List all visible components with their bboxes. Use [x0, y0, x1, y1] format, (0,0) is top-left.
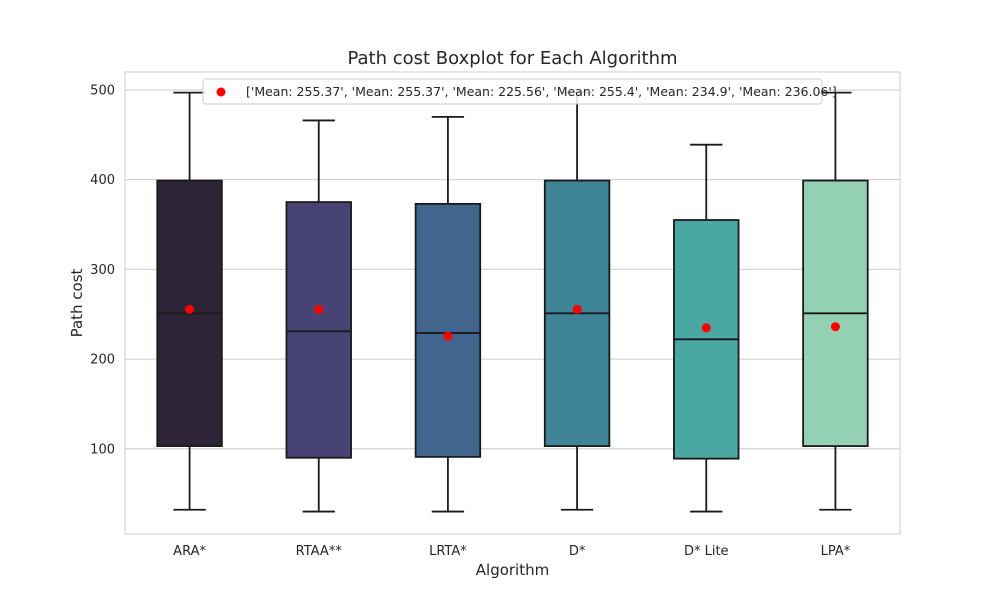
- box-1: [156, 91, 223, 511]
- legend-box: [202, 78, 823, 105]
- y-tick-label: 400: [90, 173, 115, 188]
- x-tick-label: D*: [569, 544, 586, 559]
- mean-marker: [830, 322, 840, 332]
- mean-marker: [185, 304, 195, 314]
- boxes: [156, 91, 869, 513]
- y-tick-label: 300: [90, 263, 115, 278]
- tick-labels: 100 200 300 400 500 ARA* RTAA** LRTA* D* D* Lite L…: [90, 83, 851, 559]
- y-tick-label: 100: [90, 442, 115, 457]
- y-axis-label: Path cost: [68, 268, 86, 337]
- x-tick-label: LPA*: [821, 544, 851, 559]
- box-3: [414, 115, 482, 513]
- legend: ['Mean: 255.37', 'Mean: 255.37', 'Mean: …: [202, 78, 837, 105]
- box-body: [414, 202, 482, 458]
- box-2: [285, 119, 352, 513]
- box-6: [802, 91, 869, 511]
- y-tick-label: 500: [90, 83, 115, 98]
- x-tick-label: RTAA**: [296, 544, 343, 559]
- plot-area-frame: [124, 71, 901, 535]
- mean-marker: [314, 304, 324, 314]
- box-body: [285, 201, 352, 459]
- box-5: [673, 143, 740, 513]
- legend-label: ['Mean: 255.37', 'Mean: 255.37', 'Mean: …: [246, 84, 837, 99]
- x-tick-label: LRTA*: [429, 544, 467, 559]
- mean-marker: [572, 304, 582, 314]
- y-tick-label: 200: [90, 353, 115, 368]
- mean-marker: [443, 331, 453, 341]
- x-tick-label: ARA*: [173, 544, 206, 559]
- chart-title: Path cost Boxplot for Each Algorithm: [347, 48, 677, 69]
- box-4: [543, 91, 611, 511]
- mean-marker: [701, 323, 711, 333]
- grid-lines: [125, 89, 900, 450]
- x-tick-label: D* Lite: [684, 544, 729, 559]
- legend-mean-marker: [216, 87, 226, 97]
- x-axis-label: Algorithm: [476, 561, 549, 579]
